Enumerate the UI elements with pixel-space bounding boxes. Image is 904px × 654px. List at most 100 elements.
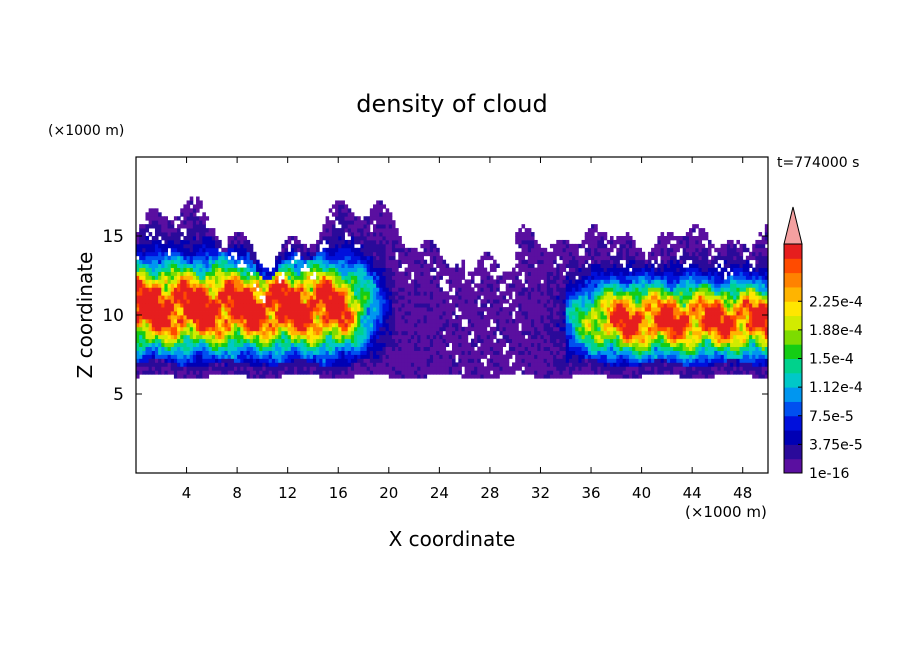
density-cell — [575, 354, 579, 359]
density-cell — [271, 362, 276, 367]
density-cell — [183, 208, 187, 213]
density-cell — [401, 315, 405, 320]
density-cell — [414, 350, 418, 355]
density-cell — [515, 334, 519, 340]
density-cell — [420, 255, 424, 261]
density-cell — [344, 243, 349, 249]
density-cell — [297, 370, 301, 375]
density-cell — [341, 342, 345, 347]
density-cell — [300, 366, 304, 371]
density-cell — [587, 311, 592, 316]
density-cell — [167, 358, 172, 363]
density-cell — [161, 232, 165, 237]
density-cell — [344, 322, 349, 328]
density-cell — [470, 275, 475, 280]
density-cell — [275, 346, 279, 351]
density-cell — [414, 251, 418, 257]
density-cell — [259, 322, 263, 328]
density-cell — [575, 330, 579, 336]
density-cell — [145, 239, 150, 245]
density-cell — [565, 291, 570, 296]
density-cell — [518, 338, 522, 344]
density-cell — [196, 208, 200, 213]
density-cell — [433, 366, 437, 371]
density-cell — [297, 338, 301, 344]
density-cell — [423, 251, 428, 257]
density-cell — [493, 358, 497, 363]
density-cell — [546, 334, 551, 340]
density-cell — [350, 279, 355, 284]
density-cell — [164, 370, 168, 375]
density-cell — [376, 255, 380, 261]
density-cell — [388, 232, 393, 237]
density-cell — [211, 275, 216, 280]
density-cell — [442, 338, 447, 344]
density-cell — [246, 362, 251, 367]
density-cell — [350, 271, 355, 276]
density-cell — [262, 318, 266, 324]
density-cell — [543, 303, 548, 308]
density-cell — [360, 322, 364, 328]
density-cell — [319, 342, 323, 347]
density-cell — [164, 236, 168, 241]
density-cell — [309, 303, 314, 308]
density-cell — [167, 255, 172, 261]
density-cell — [148, 208, 153, 213]
density-cell — [221, 287, 225, 292]
density-cell — [354, 287, 358, 292]
density-cell — [404, 330, 409, 336]
density-cell — [565, 346, 570, 351]
density-cell — [237, 243, 241, 249]
density-cell — [211, 267, 216, 272]
density-cell — [461, 283, 466, 288]
density-cell — [398, 263, 402, 268]
density-cell — [575, 291, 579, 296]
density-cell — [382, 299, 387, 304]
density-cell — [584, 287, 589, 292]
density-cell — [477, 330, 481, 336]
density-cell — [553, 318, 557, 324]
density-cell — [136, 232, 140, 237]
density-cell — [186, 342, 191, 347]
density-cell — [553, 358, 557, 363]
density-cell — [199, 299, 203, 304]
density-cell — [145, 334, 150, 340]
density-cell — [271, 374, 276, 379]
density-cell — [164, 358, 168, 363]
density-cell — [338, 291, 342, 296]
density-cell — [391, 267, 396, 272]
density-cell — [350, 287, 355, 292]
density-cell — [164, 216, 168, 221]
density-cell — [161, 236, 165, 241]
density-cell — [594, 279, 598, 284]
density-cell — [499, 358, 503, 363]
density-cell — [594, 315, 598, 320]
density-cell — [594, 350, 598, 355]
density-cell — [278, 338, 282, 344]
density-cell — [322, 247, 326, 253]
density-cell — [297, 239, 301, 245]
density-cell — [218, 275, 222, 280]
density-cell — [312, 243, 317, 249]
density-cell — [433, 342, 437, 347]
density-cell — [233, 311, 238, 316]
density-cell — [442, 311, 447, 316]
density-cell — [249, 338, 254, 344]
density-cell — [196, 267, 200, 272]
density-cell — [136, 362, 140, 367]
density-cell — [161, 291, 165, 296]
density-cell — [461, 291, 466, 296]
density-cell — [474, 338, 478, 344]
density-cell — [338, 271, 342, 276]
density-cell — [189, 212, 194, 217]
density-cell — [363, 362, 368, 367]
density-cell — [290, 291, 295, 296]
density-cell — [496, 303, 500, 308]
density-cell — [489, 267, 494, 272]
density-cell — [493, 334, 497, 340]
density-cell — [347, 267, 352, 272]
density-cell — [382, 326, 387, 332]
density-cell — [363, 366, 368, 371]
density-cell — [540, 303, 545, 308]
density-cell — [373, 342, 377, 347]
